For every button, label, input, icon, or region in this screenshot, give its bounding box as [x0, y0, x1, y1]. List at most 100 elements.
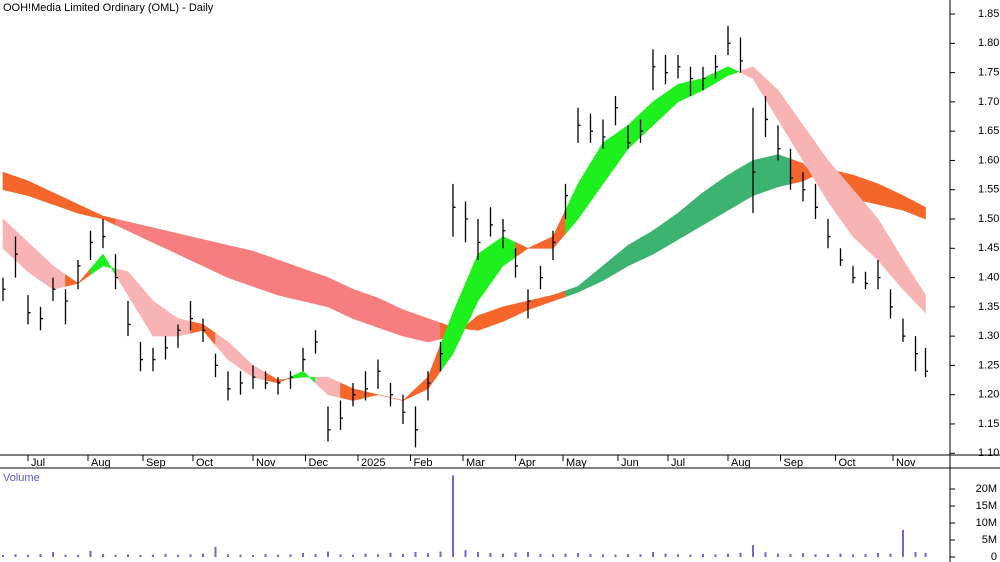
- price-bar: [727, 25, 731, 56]
- volume-bar: [664, 553, 667, 557]
- price-bar: [89, 230, 93, 260]
- y-tick-label: 1.40: [978, 271, 999, 283]
- ribbon-segment: [913, 276, 926, 314]
- price-bar: [489, 207, 493, 237]
- volume-bar: [739, 552, 742, 557]
- volume-bar: [602, 554, 604, 557]
- price-bar: [914, 336, 918, 372]
- volume-bar: [502, 553, 504, 557]
- price-bar: [127, 300, 131, 337]
- price-bar: [227, 371, 231, 401]
- volume-bar: [777, 553, 779, 557]
- chart-title: OOH!Media Limited Ordinary (OML) - Daily: [3, 2, 214, 14]
- volume-bar: [489, 552, 492, 557]
- x-tick-label: Sep: [146, 457, 166, 469]
- volume-bar: [302, 552, 304, 557]
- price-bar: [664, 55, 668, 85]
- x-tick-label: Jun: [621, 457, 639, 469]
- price-bar: [839, 248, 843, 266]
- price-bar: [152, 347, 156, 372]
- volume-bar: [289, 554, 292, 557]
- volume-bar: [327, 551, 329, 557]
- volume-bar: [589, 553, 592, 557]
- price-bar: [577, 107, 581, 143]
- volume-bar: [839, 553, 842, 557]
- volume-bar: [114, 554, 117, 557]
- y-tick-label: 1.45: [978, 242, 999, 254]
- y-tick-label: 10M: [976, 517, 997, 529]
- y-tick-label: 5M: [982, 534, 997, 546]
- price-bar: [64, 289, 68, 325]
- volume-bar: [727, 553, 729, 557]
- volume-bar: [527, 551, 529, 557]
- volume-bar: [352, 554, 354, 557]
- volume-bar: [439, 551, 442, 557]
- volume-bar: [514, 552, 517, 557]
- price-bar: [214, 353, 218, 378]
- price-bar: [827, 219, 831, 249]
- volume-bar: [627, 553, 629, 557]
- x-tick-label: Oct: [196, 457, 213, 469]
- x-tick-label: Feb: [414, 457, 433, 469]
- y-tick-label: 1.20: [978, 389, 999, 401]
- volume-bar: [27, 554, 29, 557]
- x-tick-label: Apr: [519, 457, 536, 469]
- volume-title: Volume: [3, 472, 40, 484]
- price-bar: [477, 219, 481, 260]
- price-bar: [652, 49, 656, 91]
- price-bar: [614, 96, 618, 126]
- x-tick-label: 2025: [361, 457, 385, 469]
- price-bar: [177, 324, 181, 348]
- price-bar: [527, 289, 531, 319]
- volume-bar: [364, 553, 367, 557]
- volume-bar: [864, 553, 867, 557]
- price-bar: [439, 341, 443, 372]
- price-bar: [164, 336, 168, 360]
- price-bar: [889, 289, 893, 319]
- y-tick-label: 1.70: [978, 96, 999, 108]
- volume-bar: [227, 554, 229, 557]
- volume-bar: [614, 554, 617, 557]
- volume-bar: [677, 554, 679, 557]
- volume-bar: [89, 550, 92, 557]
- price-bar: [902, 318, 906, 342]
- price-bar: [877, 260, 881, 290]
- volume-bar: [177, 554, 179, 557]
- volume-bar: [577, 552, 579, 557]
- price-bar: [777, 125, 781, 161]
- x-tick-label: May: [566, 457, 587, 469]
- volume-bar: [427, 553, 429, 557]
- price-bar: [452, 183, 456, 237]
- x-tick-label: Mar: [466, 457, 485, 469]
- volume-bar: [652, 551, 654, 557]
- volume-bar: [64, 554, 67, 557]
- price-bar: [627, 125, 631, 149]
- price-bar: [277, 377, 281, 395]
- volume-bar: [789, 553, 792, 557]
- price-bar: [589, 113, 593, 143]
- volume-bar: [452, 475, 454, 557]
- volume-bar: [14, 554, 17, 557]
- price-bar: [564, 183, 568, 220]
- y-tick-label: 0: [991, 551, 997, 562]
- volume-bar: [277, 554, 279, 557]
- price-bar: [139, 341, 143, 372]
- price-bar: [77, 260, 81, 290]
- volume-bar: [477, 551, 479, 557]
- price-bar: [789, 148, 793, 190]
- x-tick-label: Aug: [91, 457, 111, 469]
- price-bar: [402, 394, 406, 424]
- y-tick-label: 1.55: [978, 184, 999, 196]
- volume-bar: [902, 529, 904, 557]
- volume-bar: [889, 553, 892, 557]
- x-tick-label: Dec: [309, 457, 329, 469]
- price-bar: [502, 219, 506, 249]
- volume-bar: [389, 552, 392, 557]
- price-bar: [852, 265, 856, 284]
- price-bar: [602, 119, 606, 149]
- volume-bar: [414, 551, 417, 557]
- volume-bar: [924, 552, 927, 557]
